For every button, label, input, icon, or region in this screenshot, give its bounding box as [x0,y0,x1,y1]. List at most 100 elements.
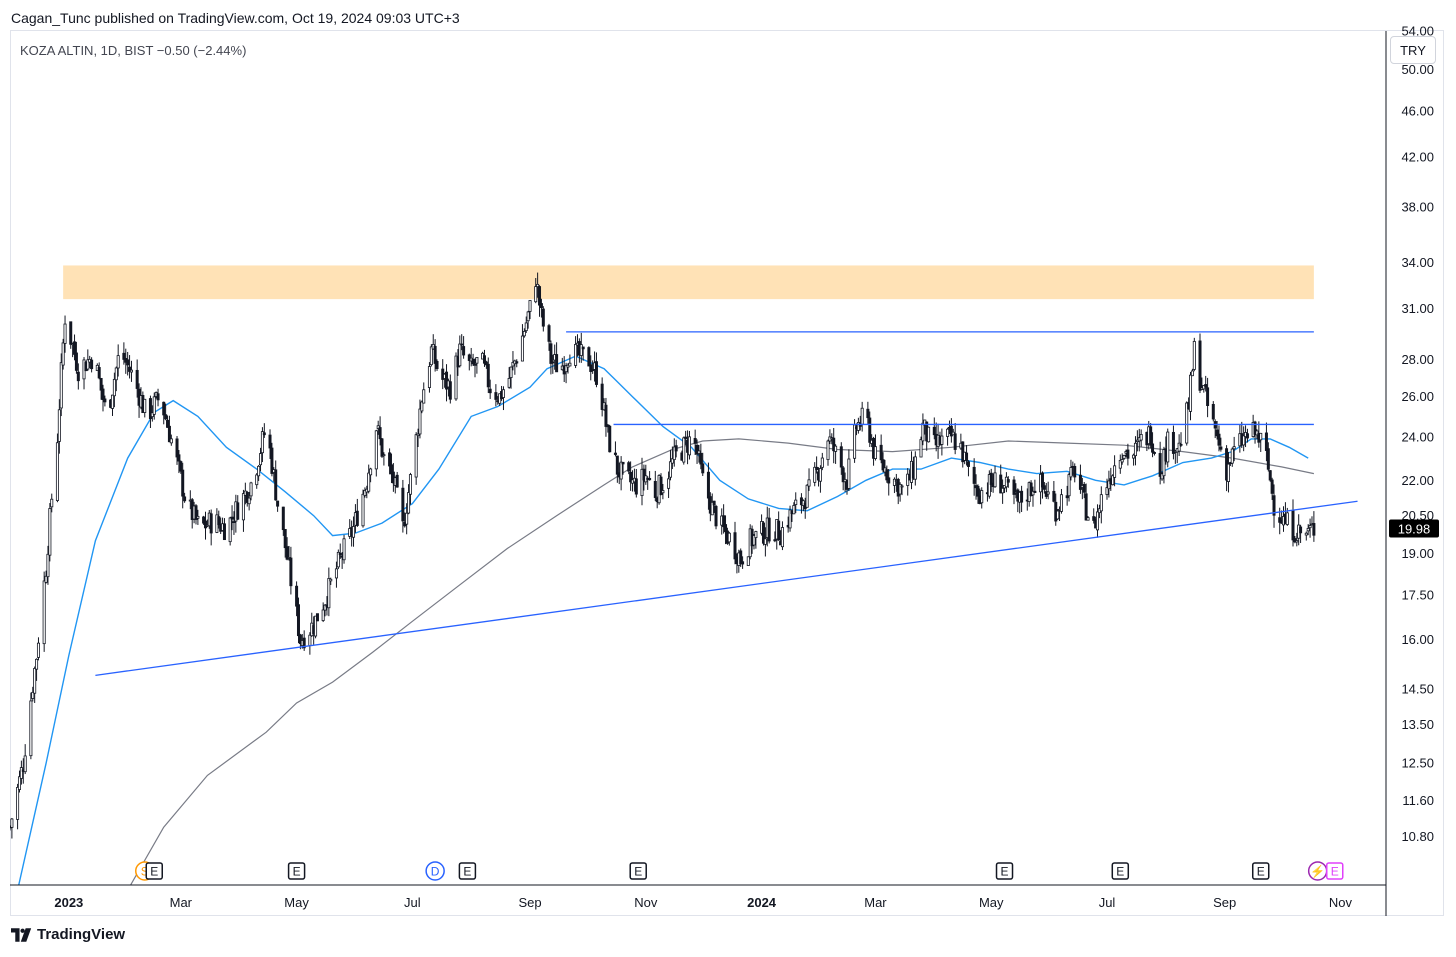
price-axis: 10.80 11.60 12.50 13.50 14.50 16.00 17.50 19.00… [1401,24,1434,844]
time-tick-label: Sep [1213,895,1236,910]
candle-body [454,355,458,400]
candle-body [972,466,976,484]
candle-body [534,286,538,303]
candle-body [110,394,114,409]
candle-body [1069,467,1073,478]
candle-body [166,419,170,428]
candle-body [458,343,462,367]
candle-body [329,578,333,582]
candle-body [63,323,67,344]
time-tick-label: Nov [634,895,658,910]
time-tick-label: 2024 [747,895,777,910]
price-tick-label: 34.00 [1401,255,1434,270]
price-tick-label: 10.80 [1401,829,1434,844]
tradingview-logo[interactable]: TradingView [11,926,125,943]
candle-body [515,361,519,364]
candle-body [710,501,714,516]
candle-body [1304,532,1308,536]
candle-body [401,487,405,522]
candle-body [23,755,27,773]
chart-frame [10,30,1444,916]
event-marker-box [145,862,163,880]
event-marker-box [1326,862,1344,880]
candle-body [900,485,904,488]
time-axis: 2023 Mar May Jul Sep Nov 2024 Mar May Jul Sep Nov [54,895,1352,910]
candle-body [314,615,318,637]
candle-body [99,377,103,391]
candle-body [539,303,543,309]
price-tick-label: 38.00 [1401,199,1434,214]
candle-body [315,613,319,622]
candle-body [1082,484,1086,493]
candle-body [460,343,464,346]
candle-body [1149,426,1153,446]
event-marker-label: E [463,865,471,879]
candle-body [1259,432,1263,441]
candle-body [780,527,784,548]
candle-body [873,446,877,459]
candle-body [659,476,663,495]
time-tick-label: May [284,895,309,910]
candle-body [1099,494,1103,512]
candle-body [276,500,280,507]
candle-body [746,556,750,566]
event-marker-box [629,862,647,880]
candle-body [116,355,120,369]
currency-button[interactable]: TRY [1390,36,1436,64]
time-tick-label: Jul [404,895,421,910]
candle-body [494,392,498,400]
candle-body [1198,340,1202,391]
candle-body [156,393,160,401]
candle-body [164,414,168,420]
candle-body [334,568,338,579]
candle-body [813,466,817,483]
candle-body [61,342,65,366]
candle-body [1096,511,1100,531]
candle-body [352,526,356,538]
candle-body [860,407,864,425]
candle-body [898,484,902,495]
candle-body [634,478,638,495]
candle-body [509,366,513,378]
candle-body [777,520,781,541]
event-marker-label: S [141,865,149,879]
candle-body [1291,510,1295,541]
candle-body [42,580,46,645]
candle-body [1073,466,1077,478]
candle-body [230,516,234,520]
candle-body [76,371,80,382]
candle-body [486,363,490,388]
candle-body [608,425,612,453]
symbol-info[interactable]: KOZA ALTIN, 1D, BIST −0.50 (−2.44%) [20,43,247,58]
candle-body [564,365,568,373]
candle-body [448,381,452,400]
price-tick-label: 11.60 [1402,793,1434,808]
candle-body [46,553,50,578]
candle-body [1268,470,1272,481]
time-tick-label: Mar [864,895,887,910]
candle-body [627,462,631,472]
candle-body [693,438,697,444]
candle-body [382,454,386,457]
candle-body [90,359,94,370]
ma-fast-line [18,355,1309,885]
candle-body [126,359,130,366]
candle-body [866,408,870,419]
price-tick-label: 20.50 [1401,508,1434,523]
last-price-label: 19.98 [1398,522,1431,537]
candle-body [374,430,378,470]
candle-body [395,474,399,488]
candle-body [177,454,181,462]
candle-body [232,521,236,524]
candle-body [202,516,206,524]
candle-body [162,401,166,416]
candle-body [536,283,540,288]
candle-body [820,457,824,468]
candle-body [1105,487,1109,495]
candle-body [194,505,198,520]
candle-body [1122,455,1126,459]
candle-body [1113,465,1117,478]
candle-body [236,502,240,520]
plot-area [10,265,1358,885]
